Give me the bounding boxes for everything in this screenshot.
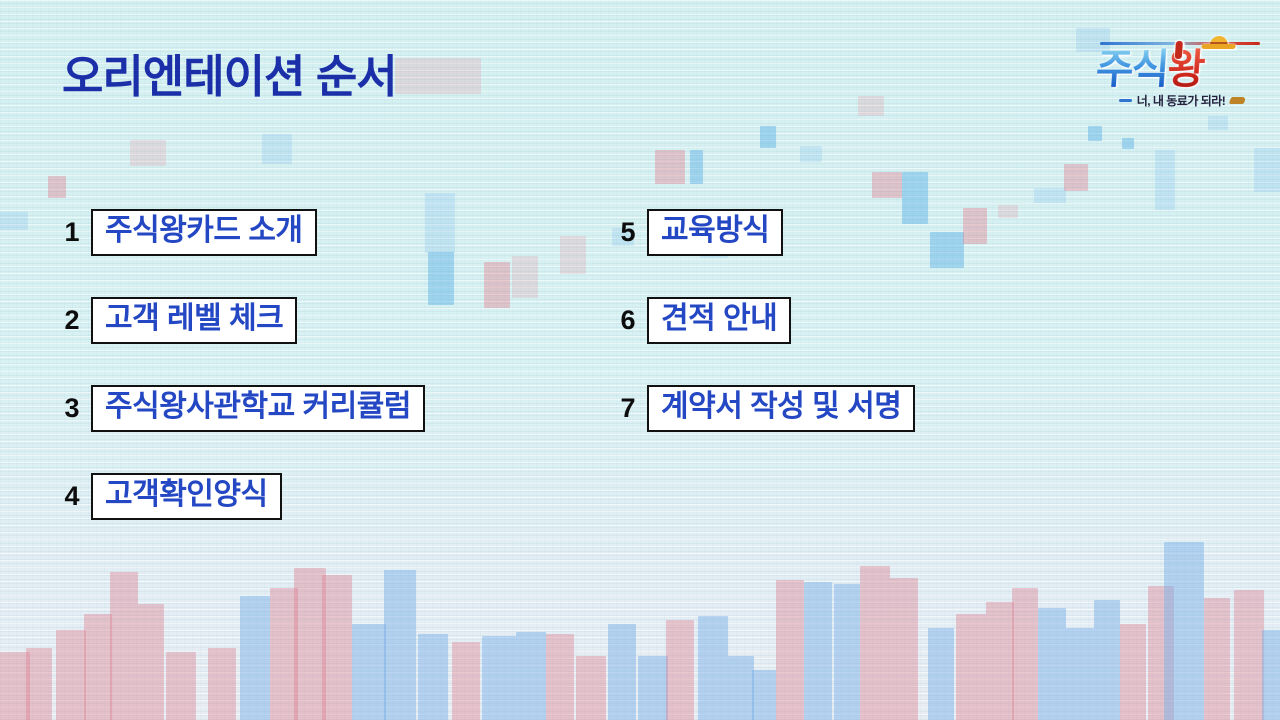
logo-tagline: 너, 내 동료가 되라! [1092,92,1272,109]
agenda-label-box: 고객확인양식 [91,473,282,520]
agenda-label-box: 주식왕카드 소개 [91,209,317,256]
brand-logo: 주식왕 너, 내 동료가 되라! [1090,36,1273,109]
agenda-label-box: 계약서 작성 및 서명 [647,385,916,432]
agenda-item-6: 6 견적 안내 [614,297,792,344]
agenda-label-box: 고객 레벨 체크 [91,297,298,344]
straw-hat-icon [1201,36,1236,49]
agenda-number: 1 [64,217,80,247]
dash-icon [1118,99,1132,102]
agenda-number: 7 [620,393,636,423]
logo-tagline-text: 너, 내 동료가 되라! [1136,94,1226,108]
logo-text-red: 왕 [1165,46,1207,92]
logo-text-blue: 주식 [1094,46,1170,92]
page-title: 오리엔테이션 순서 [62,51,398,102]
agenda-item-4: 4 고객확인양식 [58,473,282,520]
logo-wordmark: 주식왕 [1090,36,1273,92]
agenda-item-5: 5 교육방식 [614,209,784,256]
agenda-item-2: 2 고객 레벨 체크 [58,297,298,344]
agenda-number: 3 [64,393,80,423]
agenda-label-box: 견적 안내 [647,297,792,344]
agenda-item-1: 1 주식왕카드 소개 [58,209,317,256]
agenda-label-box: 주식왕사관학교 커리큘럼 [91,385,425,432]
agenda-item-7: 7 계약서 작성 및 서명 [614,385,916,432]
agenda-number: 5 [620,217,636,247]
agenda-number: 6 [620,305,636,335]
agenda-label-box: 교육방식 [647,209,784,256]
mascot-icon [1174,41,1183,59]
gold-nugget-icon [1229,97,1247,104]
agenda-item-3: 3 주식왕사관학교 커리큘럼 [58,385,425,432]
agenda-number: 4 [64,481,80,511]
agenda-number: 2 [64,305,80,335]
